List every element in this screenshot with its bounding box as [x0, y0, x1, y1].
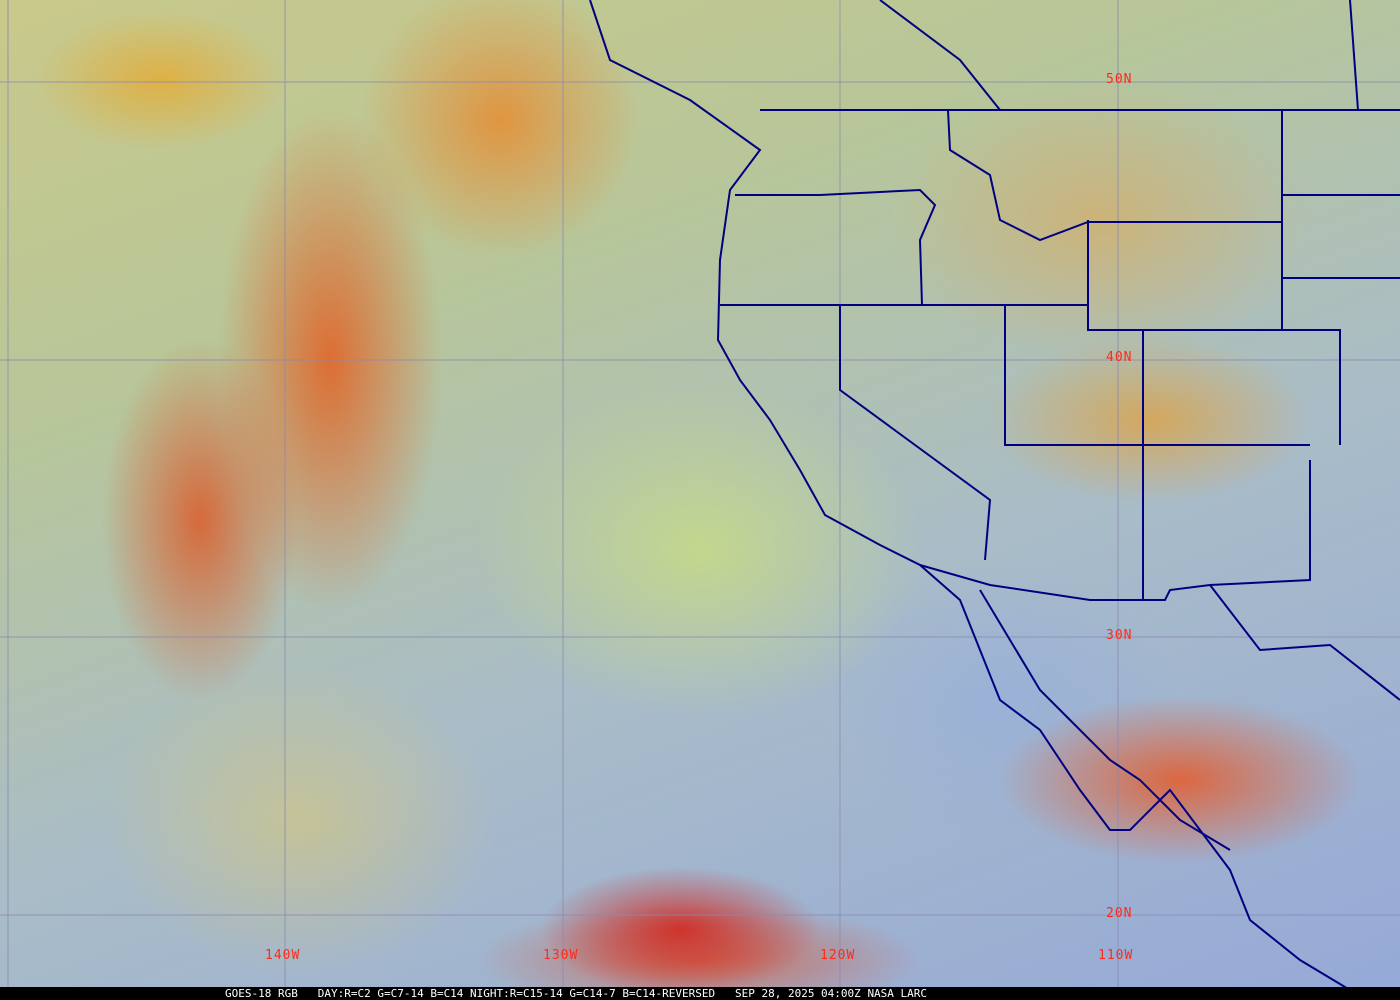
coastline-and-borders [589, 0, 1400, 991]
baja-gulf [979, 589, 1231, 851]
west-coast [589, 0, 1351, 991]
satellite-name: GOES-18 RGB [225, 987, 298, 1000]
channel-recipe: DAY:R=C2 G=C7-14 B=C14 NIGHT:R=C15-14 G=… [317, 987, 716, 1000]
state-borders [720, 0, 1400, 600]
us-mexico-border [919, 460, 1311, 601]
lat-label: 20N [1106, 906, 1133, 921]
lon-label: 110W [1098, 948, 1134, 963]
timestamp: SEP 28, 2025 04:00Z [734, 987, 861, 1000]
image-caption: GOES-18 RGB DAY:R=C2 G=C7-14 B=C14 NIGHT… [0, 987, 1400, 1000]
credit: NASA LARC [867, 987, 928, 1000]
mexico-coast [1209, 584, 1400, 701]
lon-label: 130W [543, 948, 579, 963]
lon-label: 120W [820, 948, 856, 963]
lon-label: 140W [265, 948, 301, 963]
lat-label: 30N [1106, 628, 1133, 643]
lat-label: 40N [1106, 350, 1133, 365]
lat-label: 50N [1106, 72, 1133, 87]
